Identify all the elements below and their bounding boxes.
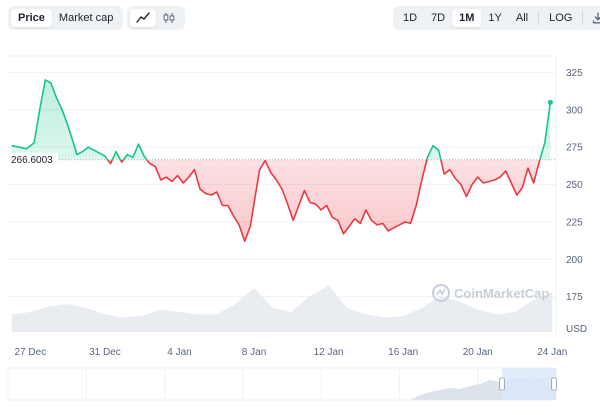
chart-type-group [127,6,185,30]
area-below-baseline [11,159,551,242]
baseline-value-label: 266.6003 [11,155,53,166]
last-price-point [547,99,553,105]
y-tick-label: 200 [566,255,583,266]
baseline-label: 266.6003 [8,152,58,167]
metric-tab-group: Price Market cap [8,6,124,30]
price-lines [11,79,553,243]
watermark-text: CoinMarketCap [454,286,549,301]
tab-market-cap[interactable]: Market cap [58,12,114,24]
range-1m-button[interactable]: 1M [452,9,482,27]
x-axis-ticks: 27 Dec 31 Dec 4 Jan 8 Jan 12 Jan 16 Jan 20 Jan… [15,347,568,358]
area-above-baseline [11,79,551,160]
candlestick-icon [163,13,175,23]
y-tick-label: 225 [566,217,583,228]
range-1d-button[interactable]: 1D [403,12,418,24]
y-tick-label: 275 [566,143,583,154]
y-tick-label: 325 [566,68,583,79]
y-axis-ticks: 175 200 225 250 275 300 325 [566,68,583,303]
area-fills [11,79,551,242]
line-chart-button[interactable] [130,9,156,27]
navigator-right-handle[interactable] [551,377,557,391]
y-tick-label: 250 [566,180,583,191]
line-chart-icon [136,12,150,23]
x-tick-label: 27 Dec [15,347,47,358]
x-tick-label: 16 Jan [388,347,418,358]
price-line-down [106,159,541,243]
price-chart-svg[interactable]: CoinMarketCap 266.6003 175 200 225 250 275 30… [0,44,600,410]
y-tick-label: 300 [566,105,583,116]
coinmarketcap-watermark: CoinMarketCap [432,284,549,302]
navigator-left-handle[interactable] [499,377,505,391]
range-1y-button[interactable]: 1Y [488,12,502,24]
currency-label: USD [566,324,587,335]
candlestick-chart-button[interactable] [156,9,182,27]
volume-bars [11,285,553,332]
download-icon [593,12,600,24]
grid [8,55,557,334]
download-button[interactable] [586,9,600,27]
x-tick-label: 20 Jan [463,347,493,358]
price-line-up [11,79,552,160]
x-tick-label: 8 Jan [242,347,266,358]
range-navigator[interactable] [7,367,557,401]
divider [582,11,584,25]
x-tick-label: 12 Jan [314,347,344,358]
y-tick-label: 175 [566,292,583,303]
divider [538,11,540,25]
x-tick-label: 4 Jan [167,347,191,358]
price-chart[interactable]: CoinMarketCap 266.6003 175 200 225 250 275 30… [0,44,600,410]
range-7d-button[interactable]: 7D [431,12,446,24]
range-all-button[interactable]: All [515,12,529,24]
x-tick-label: 31 Dec [89,347,121,358]
navigator-selection[interactable] [502,368,556,400]
volume-area [11,285,553,332]
time-range-group: 1D 7D 1M 1Y All LOG [393,6,600,30]
tab-price[interactable]: Price [11,9,52,27]
x-tick-label: 24 Jan [537,347,567,358]
log-scale-button[interactable]: LOG [549,12,573,24]
